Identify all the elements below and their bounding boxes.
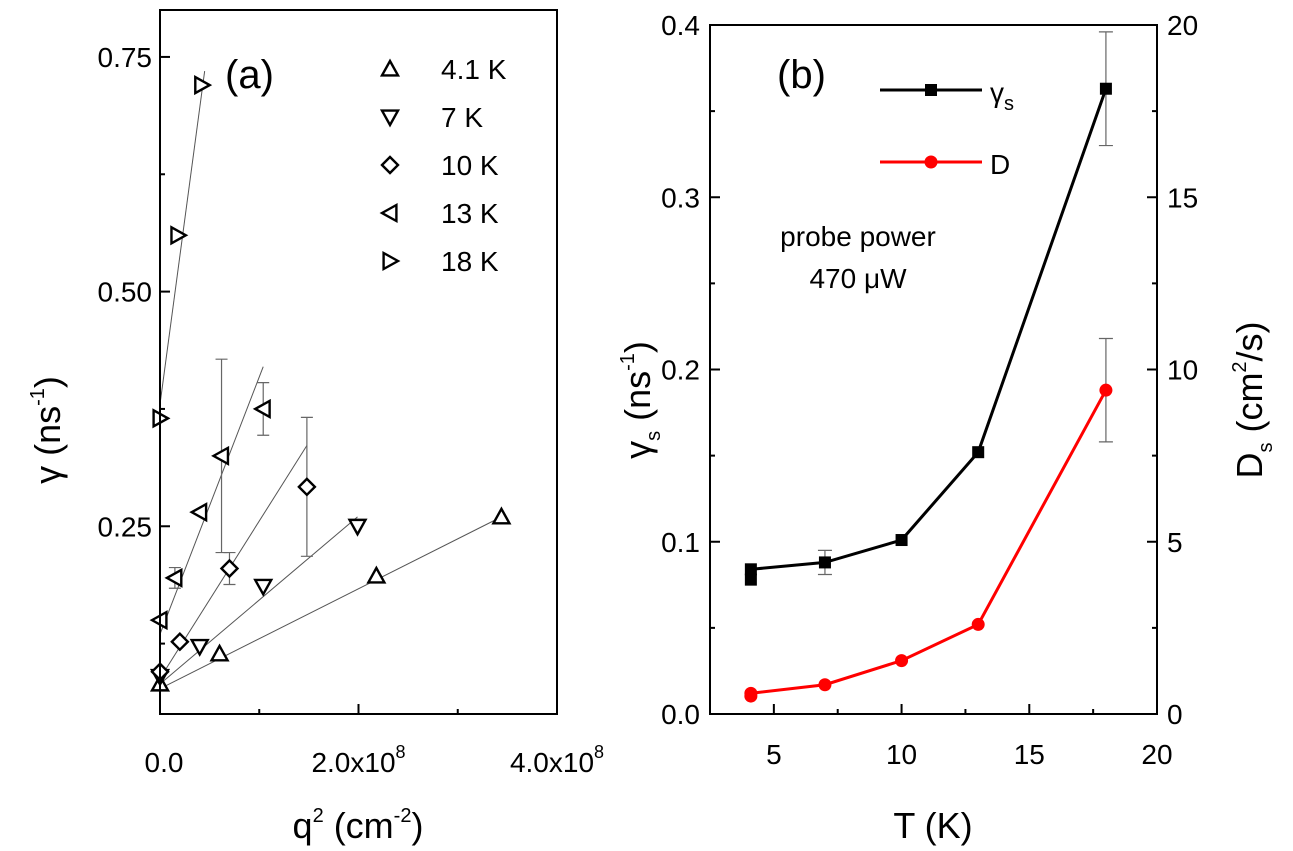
marker-10-k-1 [170,632,190,652]
panel-b-xlabel: T (K) [893,805,972,846]
marker-18-k-2 [194,75,213,96]
legend-label-7-k: 7 K [441,102,483,133]
b-y2tick-label-4: 20 [1167,10,1198,41]
fit-line-4-1-k [159,516,502,690]
legend-marker-gamma-s [925,84,937,96]
marker-7-k-3 [347,518,368,537]
a-ytick-label-2: 0.75 [98,42,153,73]
a-ytick-label-0: 0.25 [98,511,153,542]
legend-label-18-k: 18 K [441,246,499,277]
point-gamma-s-0 [744,573,757,586]
legend-label-10-k: 10 K [441,150,499,181]
panel-a-legend: 4.1 K 7 K 10 K 13 K 18 K [379,54,507,277]
b-y2tick-label-0: 0 [1167,699,1183,730]
legend-label-13-k: 13 K [441,198,499,229]
fit-line-13-k [159,366,264,635]
panel-a-ylabel: γ (ns-1) [27,376,68,484]
panel-b: 5 10 15 20 0.0 0.1 0.2 0.3 0.4 0 5 10 15 20 (b) probe… [617,10,1277,846]
b-y2tick-label-3: 15 [1167,182,1198,213]
point-d-4 [971,617,985,631]
marker-10-k-2 [219,558,240,579]
point-gamma-s-3 [895,534,908,547]
marker-13-k-1 [164,567,183,588]
legend-marker-10-k [380,155,400,175]
marker-13-k-2 [189,502,208,523]
panel-b-ticks: 5 10 15 20 0.0 0.1 0.2 0.3 0.4 0 5 10 15 20 [661,10,1198,770]
a-xtick-label-2: 4.0x108 [510,742,604,778]
legend-marker-7-k [379,109,401,128]
point-d-1 [744,686,758,700]
b-ytick-label-1: 0.1 [661,527,700,558]
legend-marker-18-k [382,250,401,272]
b-xtick-label-1: 10 [886,739,917,770]
b-y2tick-label-2: 10 [1167,355,1198,386]
panel-a: 0.0 2.0x108 4.0x108 0.25 0.50 0.75 (a) 4.1 K 7… [27,9,605,846]
b-xtick-label-3: 20 [1141,739,1172,770]
annotation-line-2: 470 μW [809,263,907,294]
fit-line-7-k [159,516,358,685]
legend-label-gamma-s: γs [990,77,1014,115]
b-ytick-label-4: 0.4 [661,10,700,41]
marker-4-1-k-2 [366,565,387,584]
point-gamma-s-4 [972,446,985,459]
series-line-d [749,389,1108,697]
marker-13-k-3 [211,445,230,466]
panel-b-frame [709,24,1158,715]
panel-b-label: (b) [777,53,826,97]
legend-label-d: D [990,149,1010,180]
marker-7-k-1 [189,638,210,657]
legend-label-4-1-k: 4.1 K [441,54,507,85]
panel-a-xlabel: q2 (cm-2) [293,805,424,846]
legend-marker-13-k [379,202,398,224]
marker-4-1-k-3 [491,506,512,525]
b-xtick-label-2: 15 [1014,739,1045,770]
panel-b-data [744,31,1113,703]
point-gamma-s-2 [818,556,831,569]
panel-b-ylabel: γs (ns-1) [617,341,665,459]
a-xtick-label-0: 0.0 [145,747,184,778]
panel-b-y2label: Ds (cm2/s) [1229,321,1277,478]
b-xtick-label-0: 5 [766,739,782,770]
panel-a-ticks: 0.0 2.0x108 4.0x108 0.25 0.50 0.75 [98,42,605,778]
panel-b-legend: γs D [880,77,1014,180]
b-ytick-label-2: 0.2 [661,355,700,386]
point-gamma-s-5 [1099,82,1112,95]
a-xtick-label-1: 2.0x108 [311,742,405,778]
marker-7-k-2 [253,578,274,597]
point-d-2 [818,678,832,692]
legend-marker-4-1-k [379,58,401,77]
b-y2tick-label-1: 5 [1167,527,1183,558]
point-gamma-s-1 [744,563,757,576]
marker-13-k-4 [252,398,271,419]
legend-marker-d [924,155,938,169]
b-ytick-label-3: 0.3 [661,182,700,213]
point-d-5 [1099,383,1113,397]
panel-a-frame [159,9,558,715]
marker-10-k-3 [297,477,317,497]
marker-18-k-1 [170,225,189,246]
annotation-line-1: probe power [780,221,936,252]
marker-4-1-k-1 [209,643,230,662]
b-ytick-label-0: 0.0 [661,699,700,730]
a-ytick-label-1: 0.50 [98,277,153,308]
point-d-3 [895,654,909,668]
panel-a-label: (a) [225,53,274,97]
